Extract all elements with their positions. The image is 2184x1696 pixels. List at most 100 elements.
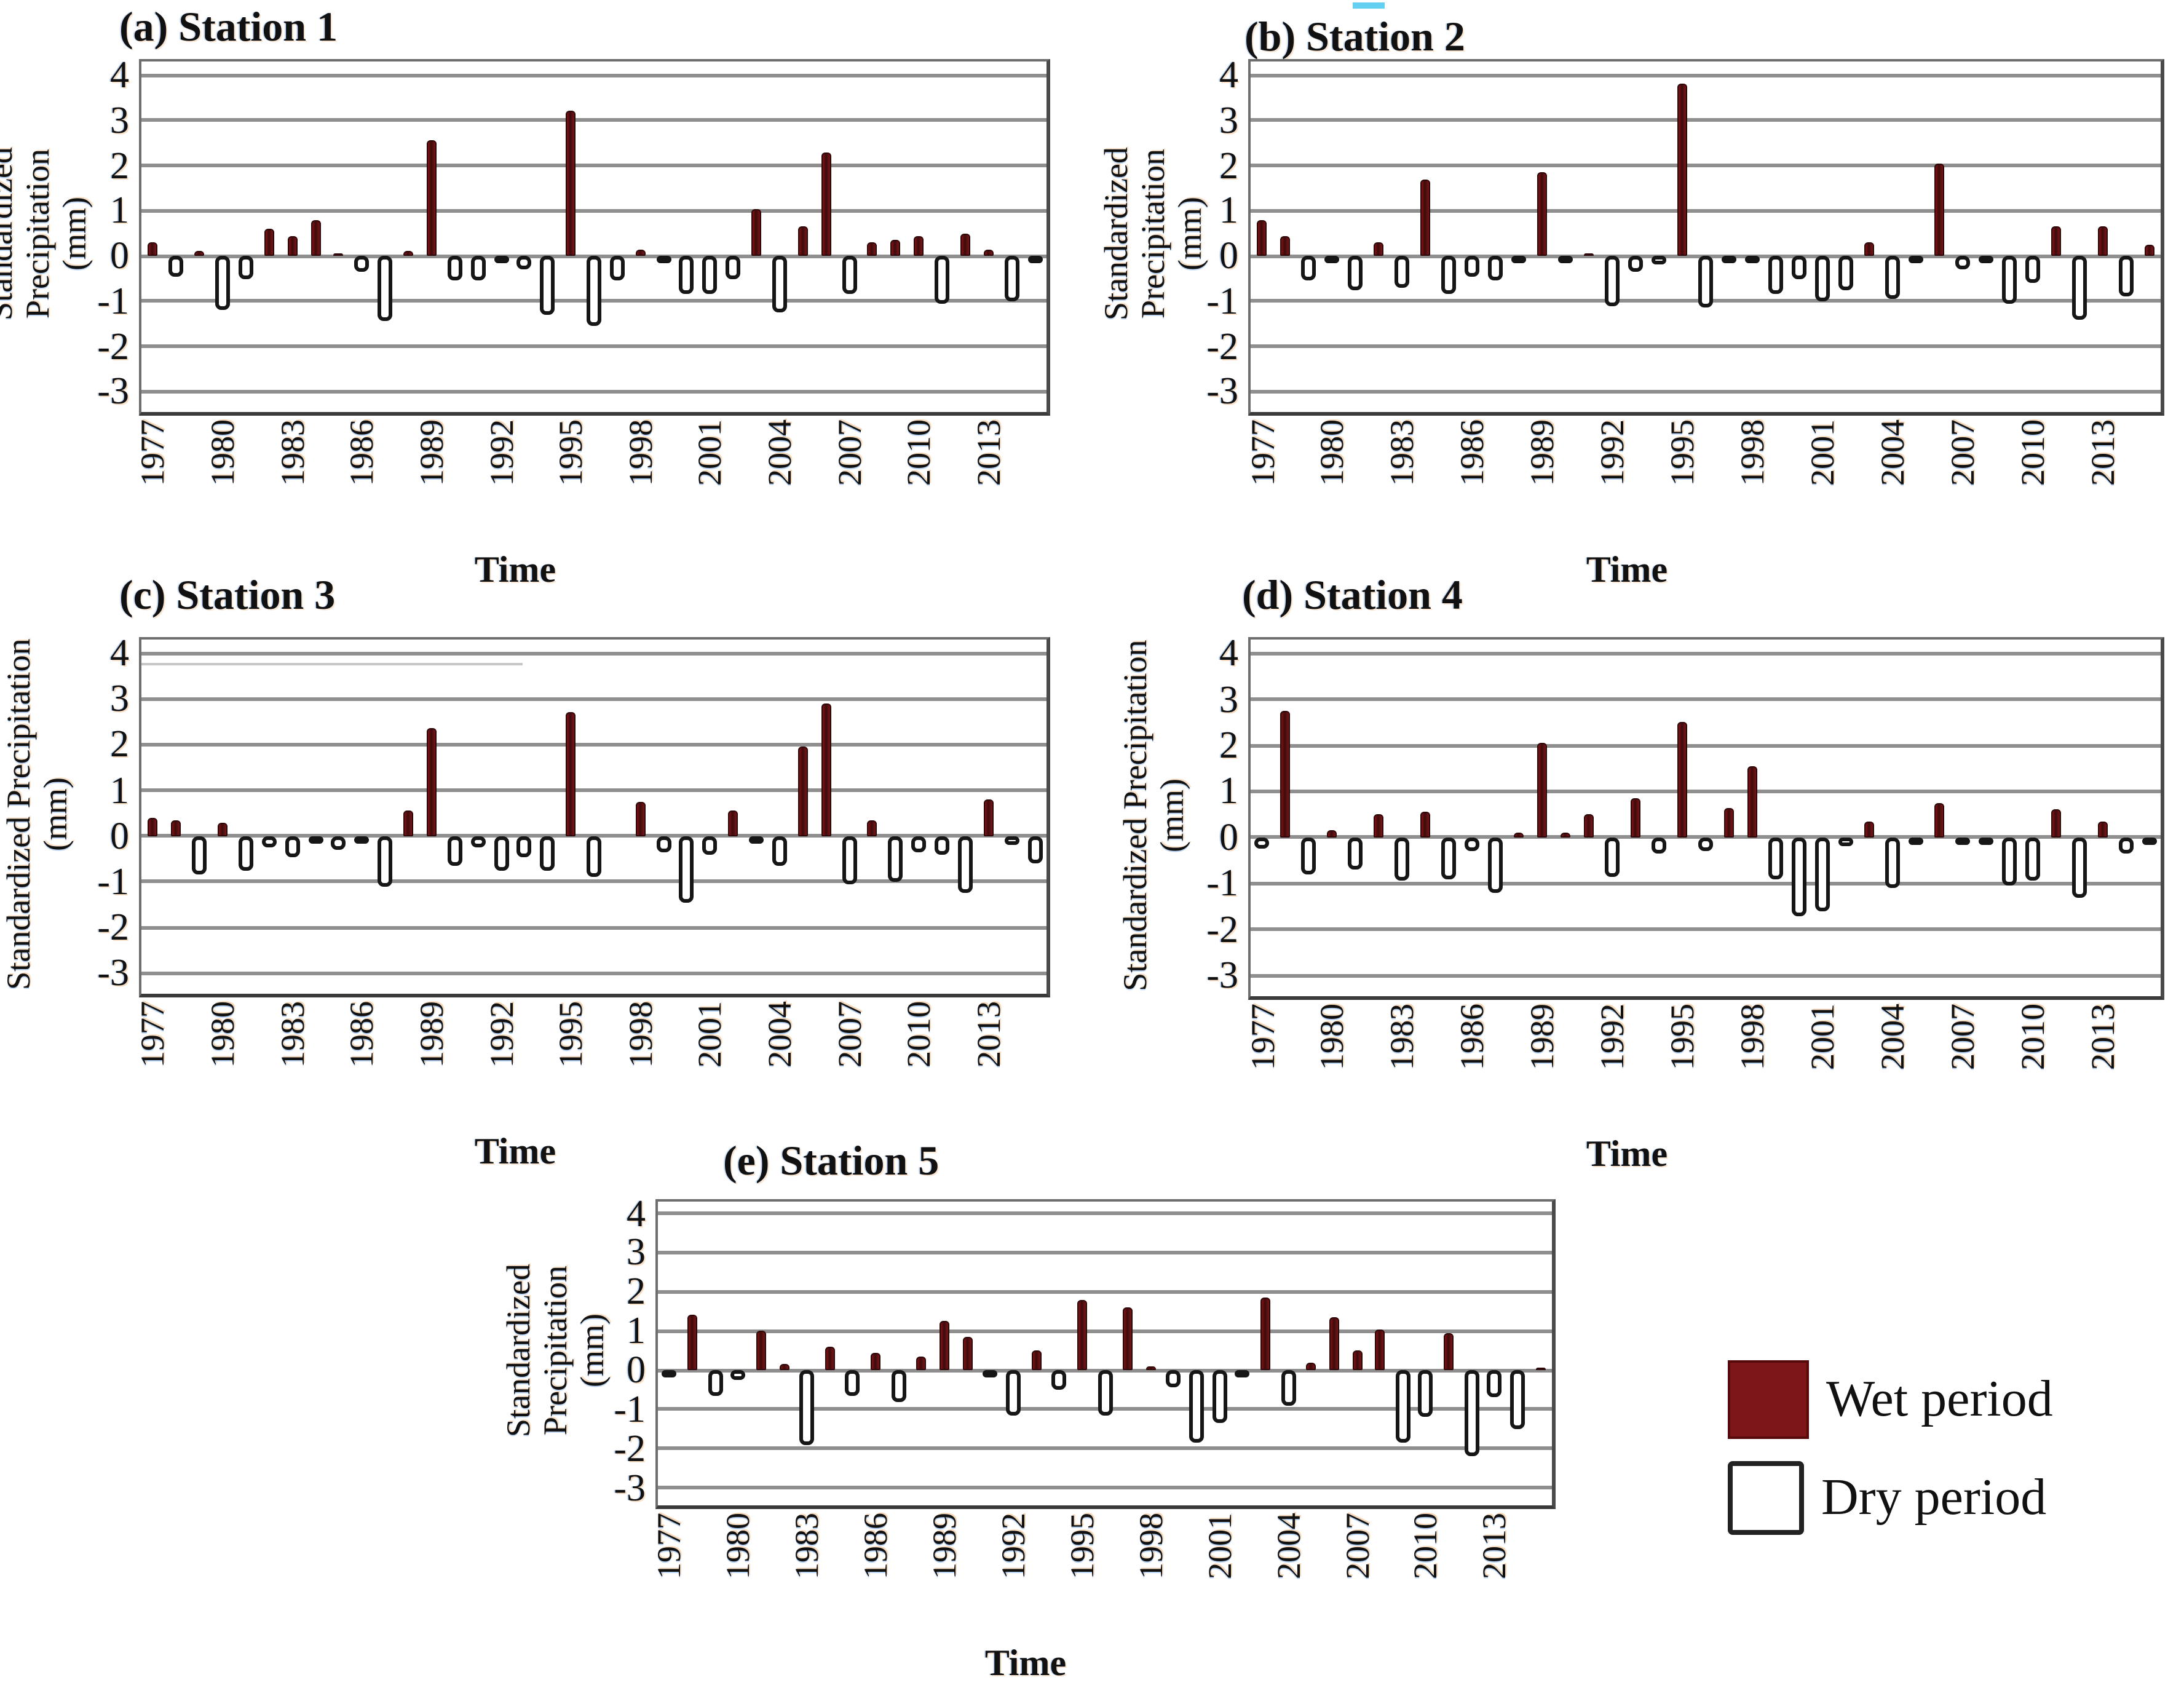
- bar-1987: [891, 1370, 906, 1402]
- bar-2003: [749, 836, 764, 844]
- y-tick-label-3: 3: [110, 676, 129, 720]
- x-tick-label-1986: 1986: [343, 1001, 381, 1068]
- x-tick-label-1998: 1998: [1132, 1513, 1169, 1579]
- y-tick-label-3: 3: [1219, 98, 1238, 141]
- y-tick-label--1: -1: [97, 279, 129, 322]
- bar-2015: [1535, 1368, 1546, 1371]
- gridline--3: [658, 1486, 1552, 1490]
- bar-2000: [1791, 837, 1806, 916]
- bar-2011: [935, 836, 950, 855]
- y-tick-label-0: 0: [1219, 815, 1238, 858]
- bar-1989: [940, 1321, 949, 1371]
- y-axis-label-line1: Standardized Precipitation: [1097, 147, 1171, 320]
- bar-1990: [447, 256, 462, 281]
- bar-1995: [1677, 84, 1688, 256]
- bar-1996: [1098, 1370, 1112, 1416]
- bar-2013: [1487, 1370, 1502, 1398]
- bar-2004: [1281, 1370, 1296, 1406]
- bar-2011: [935, 256, 950, 304]
- bar-1982: [1374, 814, 1384, 838]
- x-tick-label-1977: 1977: [1244, 419, 1281, 486]
- bar-1997: [609, 256, 625, 281]
- x-tick-label-2010: 2010: [1407, 1513, 1444, 1579]
- bar-2003: [1864, 821, 1874, 838]
- x-tick-label-2007: 2007: [831, 1001, 868, 1068]
- x-tick-label-2013: 2013: [2084, 1004, 2121, 1070]
- y-axis-label-line1: Standardized Precipitation: [499, 1264, 574, 1437]
- y-tick-label-4: 4: [110, 631, 129, 675]
- bar-1988: [916, 1356, 927, 1371]
- x-tick-label-1998: 1998: [1733, 419, 1771, 486]
- bar-1991: [1584, 814, 1594, 838]
- bar-1981: [1348, 256, 1363, 290]
- bar-1998: [635, 249, 646, 256]
- gridline-4: [1251, 73, 2161, 77]
- bar-1980: [218, 822, 228, 836]
- bar-2014: [1004, 256, 1019, 301]
- y-tick-label--1: -1: [1206, 861, 1238, 905]
- bar-1977: [148, 242, 158, 256]
- bar-1992: [1005, 1370, 1021, 1416]
- bar-1992: [494, 256, 508, 264]
- x-tick-label-1977: 1977: [134, 1001, 172, 1068]
- legend: Wet period Dry period: [1728, 1360, 2053, 1557]
- bar-2013: [2097, 226, 2108, 256]
- x-tick-label-2007: 2007: [1944, 419, 1981, 486]
- bar-2008: [867, 820, 877, 836]
- gridline-1: [1251, 789, 2161, 793]
- bar-2006: [821, 152, 831, 256]
- panel-e-title: (e) Station 5: [723, 1139, 940, 1184]
- bar-2001: [702, 256, 718, 295]
- panel-b-plot-area: 4 3 2 1 0 -1 -2 -3 1977 1980 1983 1986 1989 1992 1995 1…: [1206, 53, 2164, 486]
- y-tick-label-1: 1: [627, 1309, 646, 1352]
- bar-2012: [957, 836, 973, 894]
- bar-2009: [2001, 256, 2017, 304]
- bar-2007: [1955, 837, 1970, 845]
- x-tick-label-1986: 1986: [1454, 1004, 1491, 1070]
- bar-1999: [1768, 256, 1783, 295]
- bar-1983: [285, 836, 300, 857]
- bar-1992: [1605, 256, 1620, 306]
- x-tick-label-1986: 1986: [1454, 419, 1491, 486]
- bar-1984: [1420, 812, 1431, 838]
- panel-a-title: (a) Station 1: [119, 5, 338, 50]
- x-tick-label-2013: 2013: [2084, 419, 2121, 486]
- gridline-3: [1251, 118, 2161, 122]
- bar-1991: [470, 256, 486, 281]
- bar-1988: [1511, 256, 1527, 264]
- bar-1982: [264, 229, 274, 256]
- bar-1995: [566, 111, 576, 256]
- x-tick-label-1977: 1977: [651, 1513, 688, 1579]
- y-tick-label-0: 0: [1219, 234, 1238, 277]
- bar-1990: [1558, 256, 1573, 264]
- bar-2002: [1838, 837, 1853, 847]
- y-tick-label--2: -2: [97, 324, 129, 368]
- bar-1979: [1301, 837, 1316, 874]
- x-tick-label-2013: 2013: [970, 419, 1007, 486]
- bar-1977: [148, 817, 158, 836]
- bar-2009: [888, 836, 903, 882]
- x-tick-label-1983: 1983: [274, 1001, 311, 1068]
- x-tick-label-1977: 1977: [1244, 1004, 1281, 1070]
- panel-e-x-axis-label: Time: [984, 1643, 1067, 1684]
- gridline-3: [1251, 697, 2161, 702]
- bar-2007: [1352, 1350, 1363, 1371]
- bar-1985: [845, 1370, 860, 1396]
- bar-2003: [751, 208, 762, 256]
- bar-1978: [1280, 711, 1291, 838]
- y-tick-label-0: 0: [110, 234, 129, 277]
- gridline--2: [141, 344, 1046, 349]
- bar-2005: [797, 226, 808, 256]
- bar-2004: [1885, 256, 1900, 299]
- gridline-1: [658, 1329, 1552, 1333]
- bar-2012: [960, 233, 970, 256]
- y-tick-label--3: -3: [97, 951, 129, 994]
- x-tick-label-1989: 1989: [413, 419, 450, 486]
- x-tick-label-1995: 1995: [552, 419, 590, 486]
- bar-1998: [1744, 256, 1760, 264]
- bar-1993: [1631, 798, 1641, 838]
- bar-1998: [1145, 1366, 1156, 1371]
- bar-2013: [983, 799, 994, 836]
- scan-artifact-mark: [1353, 2, 1385, 9]
